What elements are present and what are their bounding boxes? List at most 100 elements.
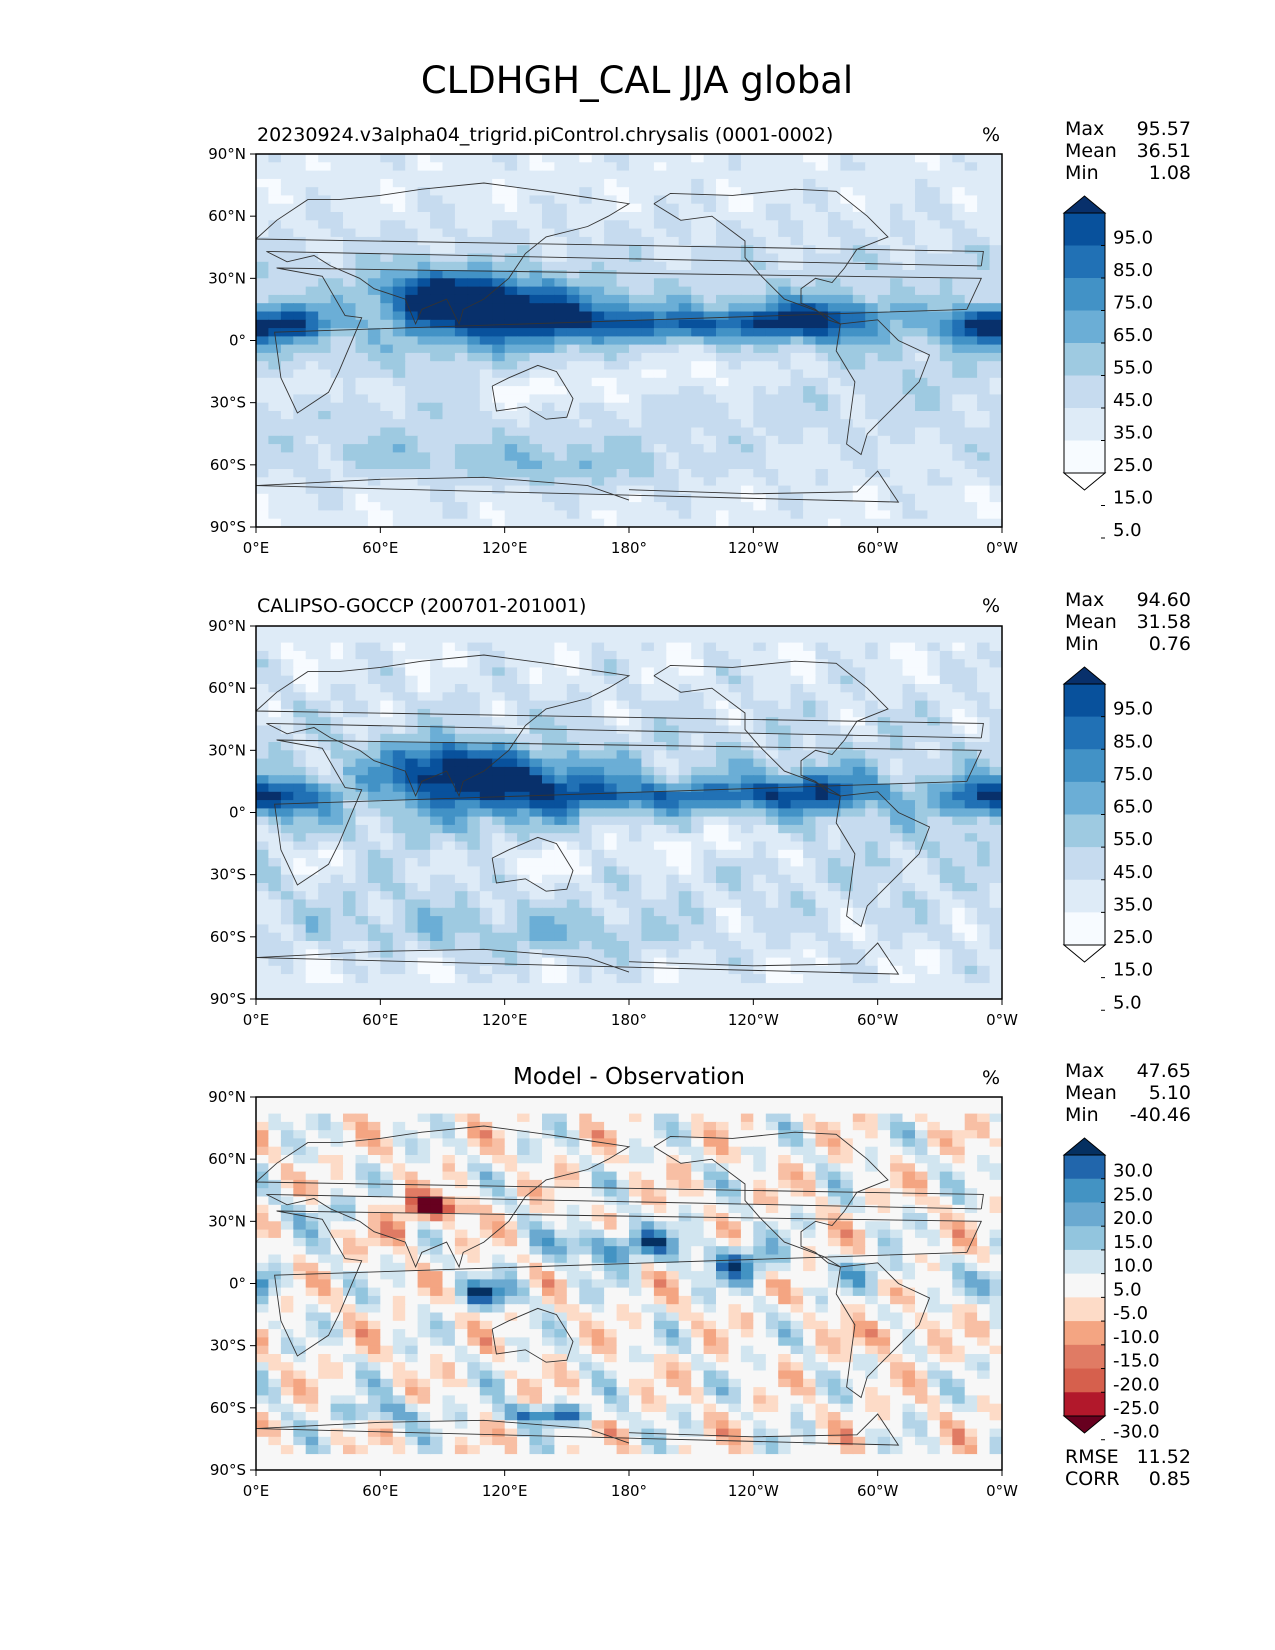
- map-cell: [778, 427, 792, 437]
- map-cell: [753, 178, 767, 188]
- map-cell: [827, 361, 842, 371]
- map-cell: [865, 162, 879, 172]
- map-cell: [492, 245, 506, 255]
- map-cell: [405, 717, 419, 727]
- map-cell: [442, 791, 456, 801]
- map-cell: [790, 344, 804, 354]
- map-cell: [467, 891, 481, 901]
- map-cell: [355, 924, 369, 934]
- map-cell: [877, 435, 891, 445]
- map-cell: [952, 791, 966, 801]
- map-cell: [678, 460, 692, 470]
- map-cell: [691, 717, 705, 727]
- map-cell: [902, 236, 916, 246]
- map-cell: [529, 742, 543, 751]
- map-cell: [355, 328, 369, 338]
- map-cell: [604, 286, 618, 296]
- map-cell: [927, 170, 941, 180]
- map-cell: [417, 352, 431, 362]
- map-cell: [392, 675, 406, 685]
- map-cell: [604, 328, 618, 338]
- map-cell: [492, 261, 506, 271]
- map-cell: [330, 187, 344, 197]
- map-cell: [815, 170, 829, 180]
- map-cell: [504, 452, 518, 462]
- map-cell: [902, 286, 916, 296]
- map-cell: [293, 411, 307, 420]
- map-cell: [554, 858, 568, 868]
- map-cell: [591, 203, 605, 213]
- map-cell: [765, 402, 779, 412]
- map-cell: [392, 899, 406, 909]
- map-cell: [790, 874, 804, 884]
- map-cell: [915, 493, 929, 503]
- map-cell: [728, 236, 742, 246]
- map-cell: [740, 377, 755, 387]
- map-cell: [815, 650, 829, 660]
- map-cell: [641, 733, 655, 743]
- map-cell: [579, 427, 593, 437]
- map-cell: [629, 708, 643, 718]
- map-cell: [554, 162, 568, 172]
- map-cell: [367, 800, 382, 810]
- map-cell: [542, 866, 556, 876]
- map-cell: [280, 692, 295, 702]
- map-cell: [417, 220, 431, 230]
- map-cell: [852, 278, 866, 288]
- map-cell: [517, 941, 531, 950]
- map-cell: [753, 808, 767, 818]
- map-cell: [716, 261, 730, 271]
- map-cell: [691, 775, 705, 785]
- map-cell: [330, 675, 344, 685]
- map-cell: [554, 899, 568, 909]
- map-cell: [467, 485, 481, 495]
- map-cell: [803, 891, 817, 901]
- map-cell: [367, 485, 382, 495]
- map-cell: [902, 195, 916, 205]
- map-cell: [890, 328, 904, 338]
- map-cell: [542, 791, 556, 801]
- map-cell: [318, 941, 332, 950]
- map-cell: [268, 924, 282, 934]
- map-cell: [666, 162, 680, 172]
- map-cell: [367, 203, 382, 213]
- map-cell: [430, 154, 444, 163]
- map-cell: [492, 460, 506, 470]
- map-cell: [840, 899, 854, 909]
- map-cell: [728, 427, 742, 437]
- map-cell: [417, 692, 431, 702]
- map-cell: [542, 386, 556, 396]
- map-cell: [566, 493, 580, 503]
- map-cell: [616, 369, 630, 379]
- map-cell: [367, 427, 382, 437]
- map-cell: [467, 311, 481, 321]
- map-cell: [666, 485, 680, 495]
- map-cell: [280, 891, 295, 901]
- map-cell: [405, 286, 419, 296]
- map-cell: [840, 518, 854, 527]
- map-cell: [927, 800, 941, 810]
- map-cell: [442, 253, 456, 263]
- map-cell: [579, 783, 593, 793]
- map-cell: [915, 477, 929, 487]
- map-cell: [728, 195, 742, 205]
- map-cell: [865, 659, 879, 669]
- map-cell: [467, 178, 481, 188]
- map-cell: [529, 717, 543, 727]
- map-cell: [579, 402, 593, 412]
- map-cell: [728, 717, 742, 727]
- map-cell: [479, 932, 493, 942]
- map-cell: [740, 916, 755, 926]
- map-cell: [454, 667, 469, 677]
- map-cell: [629, 444, 643, 454]
- map-cell: [728, 286, 742, 296]
- map-cell: [989, 394, 1002, 404]
- colorbar-tick-label: 55.0: [1113, 358, 1153, 379]
- map-cell: [653, 775, 668, 785]
- map-cell: [579, 352, 593, 362]
- map-cell: [964, 477, 978, 487]
- map-cell: [367, 924, 382, 934]
- map-cell: [492, 742, 506, 751]
- map-cell: [616, 866, 630, 876]
- map-cell: [417, 294, 431, 304]
